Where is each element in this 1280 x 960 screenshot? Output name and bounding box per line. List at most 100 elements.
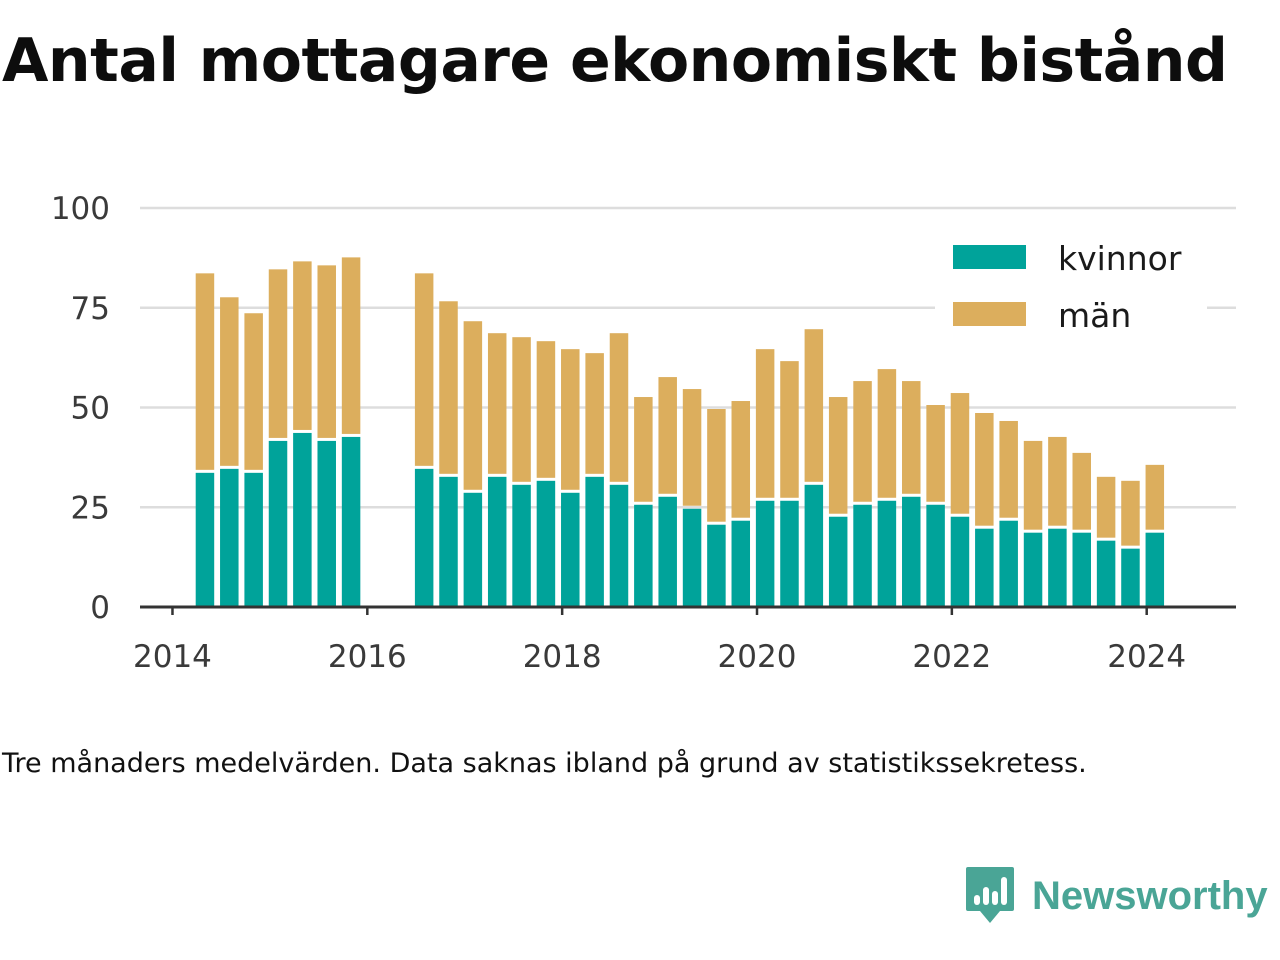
bar-kvinnor xyxy=(439,476,458,607)
bar-man xyxy=(195,273,215,470)
bar-man xyxy=(682,389,702,506)
y-tick-label: 0 xyxy=(90,590,110,626)
bar-man xyxy=(707,409,726,522)
bar-man xyxy=(1072,452,1091,530)
bar-kvinnor xyxy=(414,468,434,607)
axes: 0 25 50 75 100 2014 2016 2018 2020 2022 2024 xyxy=(51,191,1236,675)
bar-kvinnor xyxy=(512,484,531,607)
bar-kvinnor xyxy=(707,524,726,607)
y-tick-label: 100 xyxy=(51,191,110,227)
bar-kvinnor xyxy=(317,440,336,607)
bar-kvinnor xyxy=(975,528,994,607)
bar-man xyxy=(853,381,872,502)
bar-kvinnor xyxy=(877,500,897,607)
bar-kvinnor xyxy=(244,472,263,607)
bar-man xyxy=(902,381,921,494)
bar-man xyxy=(244,313,263,470)
bar-kvinnor xyxy=(804,484,824,607)
bar-kvinnor xyxy=(195,472,215,607)
bar-kvinnor xyxy=(780,500,799,607)
bar-kvinnor xyxy=(487,476,507,607)
bar-kvinnor xyxy=(220,468,239,607)
bar-man xyxy=(487,333,507,474)
bar-man xyxy=(634,397,653,502)
bar-man xyxy=(1145,464,1165,530)
bar-kvinnor xyxy=(561,492,580,607)
bar-kvinnor xyxy=(268,440,288,607)
bar-man xyxy=(999,420,1018,518)
bar-man xyxy=(561,349,580,490)
bar-man xyxy=(609,333,629,482)
bar-man xyxy=(220,297,239,466)
x-tick-label: 2024 xyxy=(1107,639,1186,675)
bar-man xyxy=(1048,436,1067,526)
bar-kvinnor xyxy=(731,520,751,607)
bar-kvinnor xyxy=(950,516,970,607)
bar-kvinnor xyxy=(341,436,361,607)
bar-man xyxy=(926,405,945,502)
bar-man xyxy=(658,377,677,494)
bar-kvinnor xyxy=(902,496,921,607)
bar-kvinnor xyxy=(999,520,1018,607)
bar-man xyxy=(780,361,799,498)
y-tick-label: 50 xyxy=(71,391,110,427)
brand-logo: Newsworthy xyxy=(964,864,1268,928)
x-tick-label: 2020 xyxy=(718,639,797,675)
bar-man xyxy=(585,353,604,474)
bar-man xyxy=(731,401,751,518)
legend-label-man: män xyxy=(1058,296,1131,335)
bar-kvinnor xyxy=(1023,532,1043,607)
bar-man xyxy=(317,265,336,438)
bar-man xyxy=(1023,440,1043,530)
bar-kvinnor xyxy=(536,480,556,607)
bar-man xyxy=(828,397,848,514)
bar-man xyxy=(439,301,458,474)
x-tick-label: 2018 xyxy=(523,639,602,675)
bar-kvinnor xyxy=(293,432,312,607)
bar-man xyxy=(975,412,994,526)
bar-kvinnor xyxy=(828,516,848,607)
bar-man xyxy=(512,337,531,482)
bar-kvinnor xyxy=(853,504,872,607)
x-tick-label: 2016 xyxy=(328,639,407,675)
bar-man xyxy=(341,257,361,434)
bar-man xyxy=(463,321,483,490)
bar-man xyxy=(268,269,288,438)
x-tick-label: 2022 xyxy=(912,639,991,675)
bar-man xyxy=(950,393,970,514)
bar-kvinnor xyxy=(658,496,677,607)
legend: kvinnor män xyxy=(935,228,1207,344)
bar-man xyxy=(293,261,312,430)
bar-kvinnor xyxy=(585,476,604,607)
chart-caption: Tre månaders medelvärden. Data saknas ib… xyxy=(2,748,1087,779)
bar-kvinnor xyxy=(634,504,653,607)
bar-kvinnor xyxy=(1096,540,1116,607)
bar-man xyxy=(536,341,556,478)
chart-title: Antal mottagare ekonomiskt bistånd xyxy=(2,26,1228,96)
bar-man xyxy=(804,329,824,482)
bar-kvinnor xyxy=(463,492,483,607)
bar-kvinnor xyxy=(1145,532,1165,607)
bar-kvinnor xyxy=(1048,528,1067,607)
bar-man xyxy=(1121,480,1140,546)
bars xyxy=(195,257,1165,607)
bar-kvinnor xyxy=(609,484,629,607)
legend-swatch-kvinnor xyxy=(953,245,1026,269)
y-tick-label: 75 xyxy=(71,291,110,327)
y-tick-label: 25 xyxy=(71,490,110,526)
stacked-bar-chart: 0 25 50 75 100 2014 2016 2018 2020 2022 2024 kvinn… xyxy=(51,191,1236,675)
brand-name: Newsworthy xyxy=(1032,873,1268,918)
bar-man xyxy=(755,349,775,498)
bar-man xyxy=(1096,476,1116,538)
bar-kvinnor xyxy=(755,500,775,607)
bar-man xyxy=(414,273,434,466)
legend-label-kvinnor: kvinnor xyxy=(1058,239,1182,278)
bar-kvinnor xyxy=(1121,548,1140,607)
x-tick-label: 2014 xyxy=(133,639,212,675)
bar-man xyxy=(877,369,897,498)
bar-kvinnor xyxy=(682,508,702,607)
newsworthy-chart-bubble-icon xyxy=(966,867,1014,923)
bar-kvinnor xyxy=(1072,532,1091,607)
legend-swatch-man xyxy=(953,302,1026,326)
bar-kvinnor xyxy=(926,504,945,607)
